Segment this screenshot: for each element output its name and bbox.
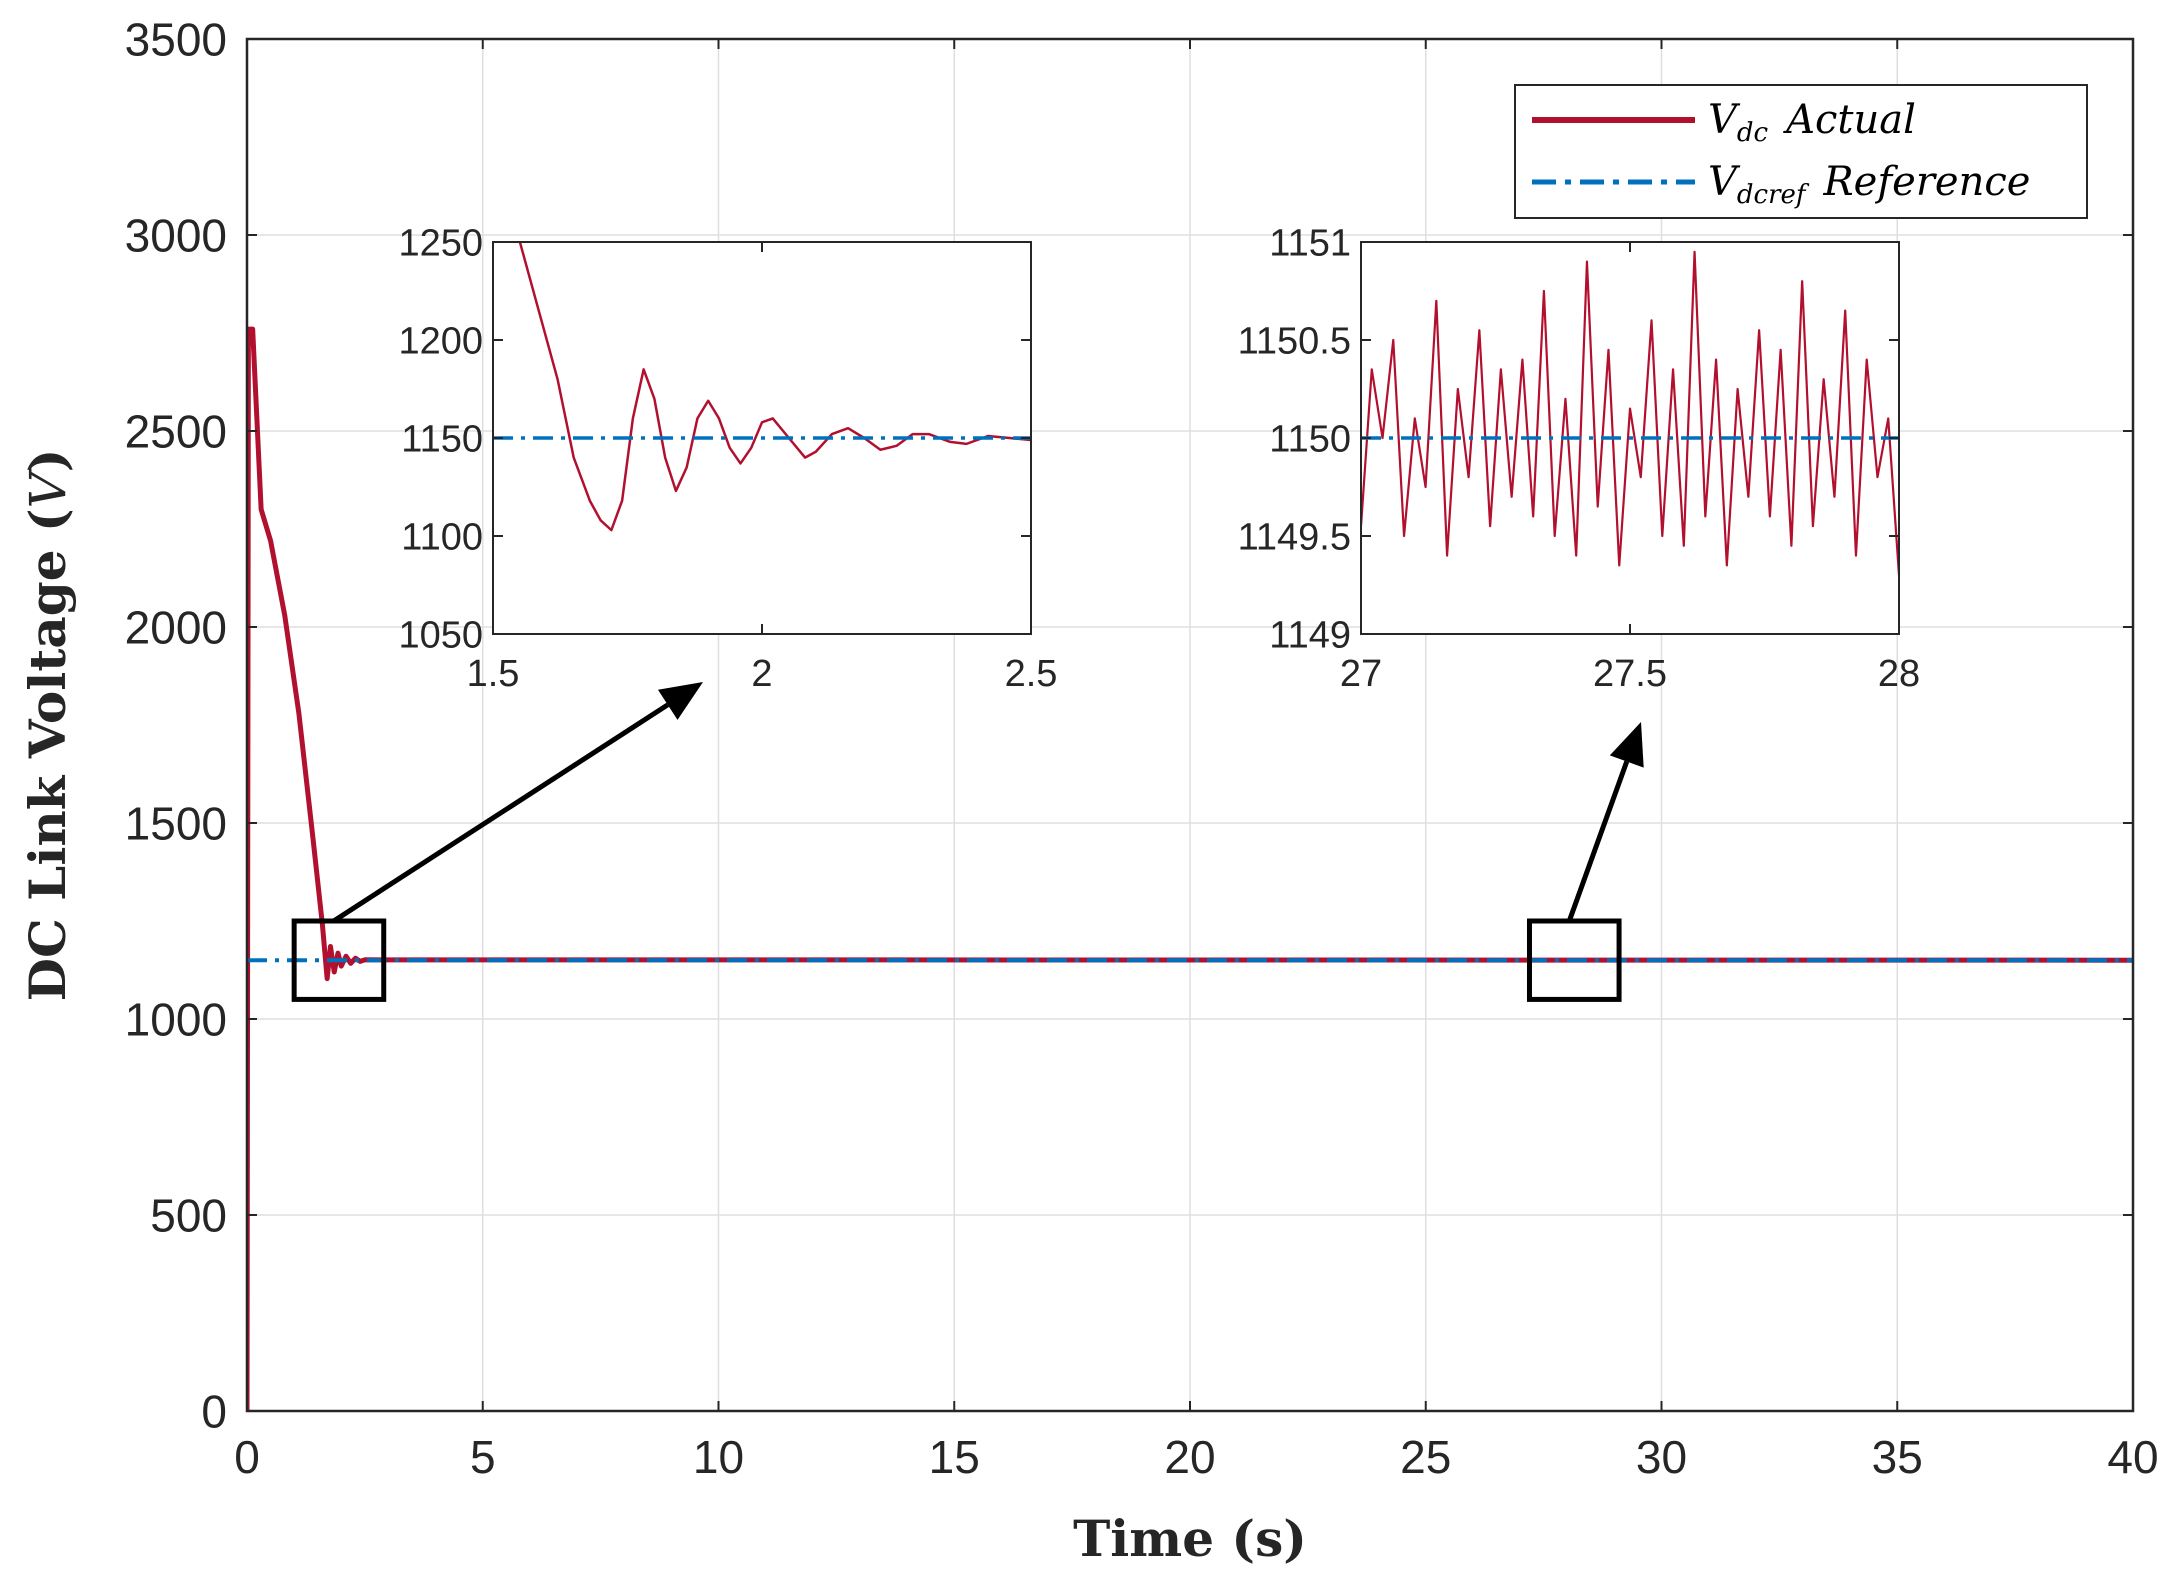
inset-1-y-tick-label: 1150 <box>401 419 483 461</box>
y-axis-label: DC Link Voltage (V) <box>18 449 77 1002</box>
zoom-annotations <box>291 682 1644 1002</box>
inset-2-x-tick-label: 27 <box>1340 653 1382 695</box>
legend-box <box>1514 84 2088 219</box>
main-x-tick-label: 30 <box>1636 1431 1687 1483</box>
main-y-tick-label: 3500 <box>125 14 227 66</box>
main-x-tick-label: 25 <box>1400 1431 1451 1483</box>
legend-entry-vdcref-sub: dcref <box>1737 180 1810 210</box>
legend-entry-vdcref-base: V <box>1708 159 1741 205</box>
main-x-ticks: 0 5 10 15 20 25 30 35 40 0 500 1000 1500 2000 2500 3000… <box>125 14 2159 1483</box>
main-series-vdc-line <box>247 326 2133 1411</box>
main-x-tick-label: 0 <box>234 1431 260 1483</box>
legend-entry-vdc-text: Actual <box>1782 97 1916 143</box>
legend-entry-vdcref-text: Reference <box>1823 159 2031 205</box>
inset-1-series <box>493 242 1031 532</box>
inset-1-y-tick-label: 1200 <box>398 321 483 363</box>
zoom-arrow-2-shaft <box>1566 760 1630 922</box>
main-y-tick-label: 1000 <box>125 994 227 1046</box>
main-y-tick-label: 0 <box>201 1386 227 1438</box>
zoom-arrow-1-head <box>657 682 703 720</box>
main-series <box>247 326 2133 1411</box>
inset-1-y-tick-label: 1250 <box>398 223 483 265</box>
main-y-tick-label: 500 <box>150 1190 227 1242</box>
zoom-arrow-2-head <box>1609 722 1644 768</box>
zoom-box-2 <box>1526 918 1622 1002</box>
inset-1-x-tick-label: 2 <box>751 653 772 695</box>
inset-1-x-tick-label: 2.5 <box>1005 653 1058 695</box>
main-x-tick-label: 35 <box>1872 1431 1923 1483</box>
inset-2-series-vdc-line <box>1361 250 1899 576</box>
legend-entry-vdc: Vdc Actual <box>1708 97 1916 148</box>
main-y-tick-label: 1500 <box>125 798 227 850</box>
inset-2-x-tick-label: 27.5 <box>1593 653 1667 695</box>
inset-1-y-tick-label: 1050 <box>398 615 483 657</box>
main-x-tick-label: 5 <box>470 1431 496 1483</box>
inset-1-ticks: 1.5 2 2.5 1050 1100 1150 1200 1250 <box>398 223 1057 695</box>
y-axis-label-prefix: DC Link Voltage ( <box>18 508 77 1001</box>
main-x-tick-label: 15 <box>929 1431 980 1483</box>
main-x-tick-label: 20 <box>1164 1431 1215 1483</box>
zoom-arrow-1-shaft <box>332 702 670 924</box>
y-axis-label-variable: V <box>19 467 77 508</box>
inset-2-y-tick-label: 1150 <box>1269 419 1351 461</box>
main-x-tick-label: 10 <box>693 1431 744 1483</box>
inset-2-x-tick-label: 28 <box>1878 653 1920 695</box>
inset-1-y-tick-label: 1100 <box>401 517 483 559</box>
legend-entry-vdc-sub: dc <box>1737 118 1769 148</box>
zoom-box-1 <box>291 918 387 1002</box>
y-axis-label-suffix: ) <box>18 449 77 473</box>
inset-1-x-tick-label: 1.5 <box>467 653 520 695</box>
main-y-tick-label: 2000 <box>125 602 227 654</box>
main-y-tick-label: 3000 <box>125 210 227 262</box>
inset-2-axes: 27 27.5 28 1149 1149.5 1150 1150.5 1151 <box>1238 223 1921 695</box>
inset-2-y-tick-label: 1149.5 <box>1238 517 1351 559</box>
inset-1-series-vdc-line <box>518 242 1031 532</box>
inset-2-ticks: 27 27.5 28 1149 1149.5 1150 1150.5 1151 <box>1238 223 1921 695</box>
inset-2-y-tick-label: 1150.5 <box>1238 321 1351 363</box>
inset-2-y-tick-label: 1149 <box>1269 615 1351 657</box>
inset-1-axes: 1.5 2 2.5 1050 1100 1150 1200 1250 <box>398 223 1057 695</box>
main-plot-area <box>247 326 2133 1411</box>
legend-entry-vdc-base: V <box>1708 97 1741 143</box>
legend-entry-vdcref: Vdcref Reference <box>1708 159 2030 210</box>
main-y-tick-label: 2500 <box>125 406 227 458</box>
inset-2-y-tick-label: 1151 <box>1269 223 1351 265</box>
inset-2-series <box>1361 250 1899 576</box>
main-x-tick-label: 40 <box>2107 1431 2158 1483</box>
legend: Vdc Actual Vdcref Reference <box>1514 84 2088 219</box>
x-axis-label: Time (s) <box>1073 1509 1307 1568</box>
